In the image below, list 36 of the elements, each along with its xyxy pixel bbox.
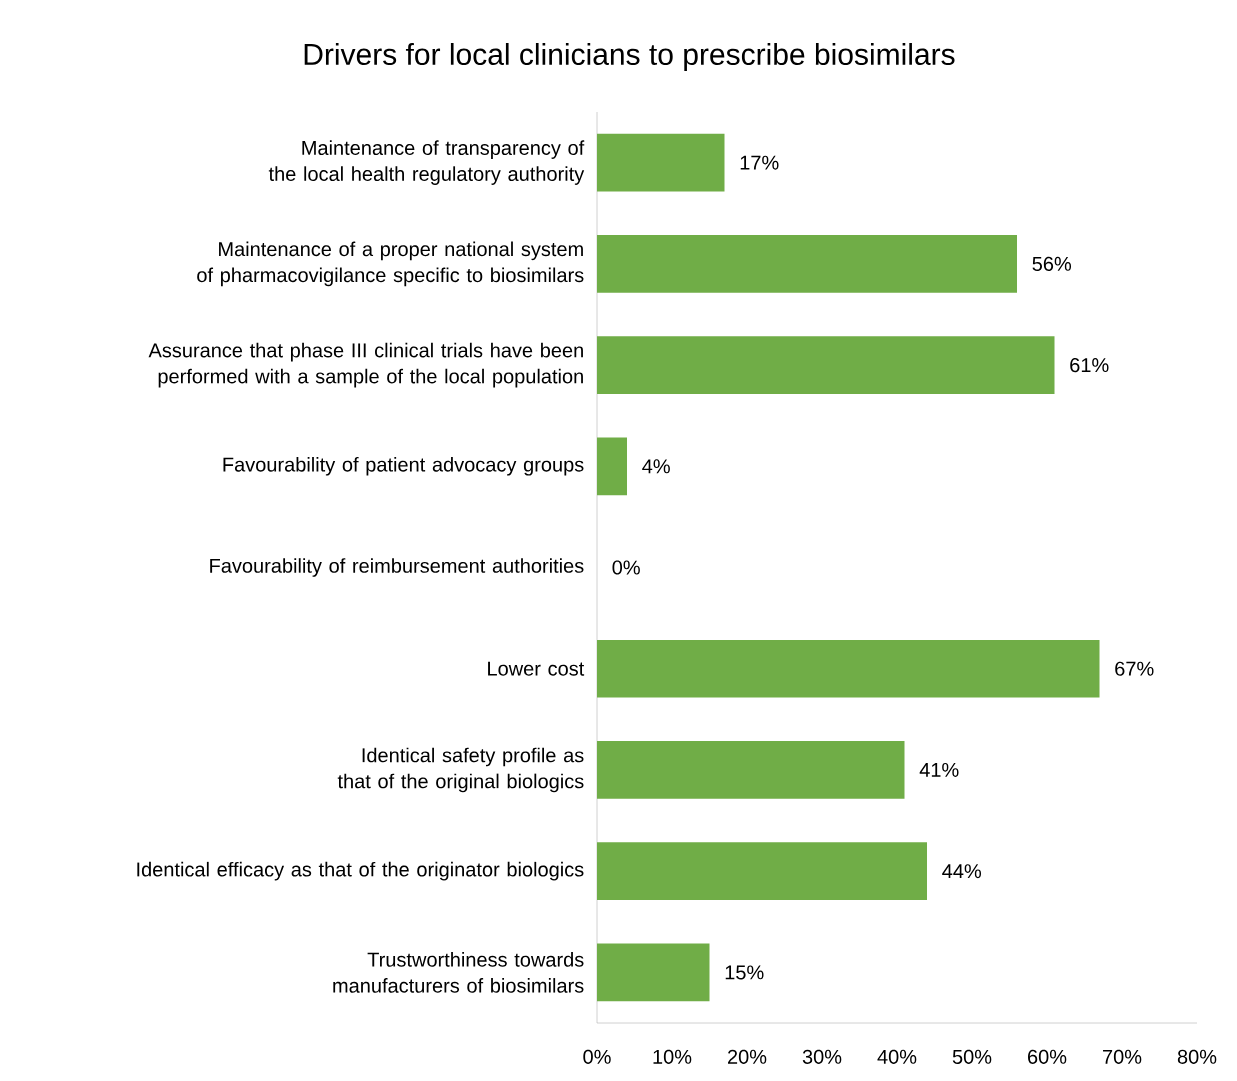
y-tick-label: Favourability of reimbursement authorities <box>210 558 584 577</box>
bar <box>597 336 1055 394</box>
data-label: 15% <box>725 965 764 980</box>
data-label: 44% <box>942 864 982 879</box>
y-tick-label: Assurance that phase III clinical trials have been performed with a sample of the local population <box>148 342 583 388</box>
y-tick-label: Lower cost <box>488 661 585 676</box>
bar <box>597 639 1100 698</box>
y-tick-label: Trustworthiness towards manufacturers of biosimilars <box>333 952 584 993</box>
data-label: 41% <box>919 762 959 777</box>
x-tick-label: 40% <box>877 1049 917 1064</box>
bar <box>597 133 725 192</box>
x-tick-label: 50% <box>952 1049 992 1064</box>
x-tick-label: 20% <box>728 1049 767 1064</box>
bar <box>597 943 710 1002</box>
data-label: 61% <box>1070 357 1109 373</box>
data-label: 0% <box>612 560 640 575</box>
x-tick-label: 60% <box>1028 1049 1067 1064</box>
bar <box>597 741 905 799</box>
x-tick-label: 80% <box>1177 1049 1217 1064</box>
bar <box>597 437 628 496</box>
y-tick-label: Identical efficacy as that of the originator biologics <box>137 861 584 881</box>
data-label: 67% <box>1115 661 1154 676</box>
x-tick-label: 30% <box>802 1049 842 1064</box>
y-tick-label: Maintenance of a proper national system of pharmacovigilance specific to biosimilars <box>197 241 584 287</box>
y-tick-label: Favourability of patient advocacy groups <box>223 456 584 476</box>
bar <box>597 235 1018 293</box>
y-tick-label: Maintenance of transparency of the local health regulatory authority <box>268 140 585 185</box>
x-tick-label: 70% <box>1103 1049 1142 1064</box>
bar <box>597 842 928 901</box>
data-label: 4% <box>642 459 670 474</box>
data-label: 17% <box>740 155 779 170</box>
y-tick-label: Identical safety profile as that of the original biologics <box>337 747 584 793</box>
data-label: 56% <box>1032 256 1072 271</box>
x-tick-label: 10% <box>653 1049 692 1064</box>
chart-title: Drivers for local clinicians to prescribe biosimilars <box>304 42 955 71</box>
x-tick-label: 0% <box>583 1049 611 1064</box>
